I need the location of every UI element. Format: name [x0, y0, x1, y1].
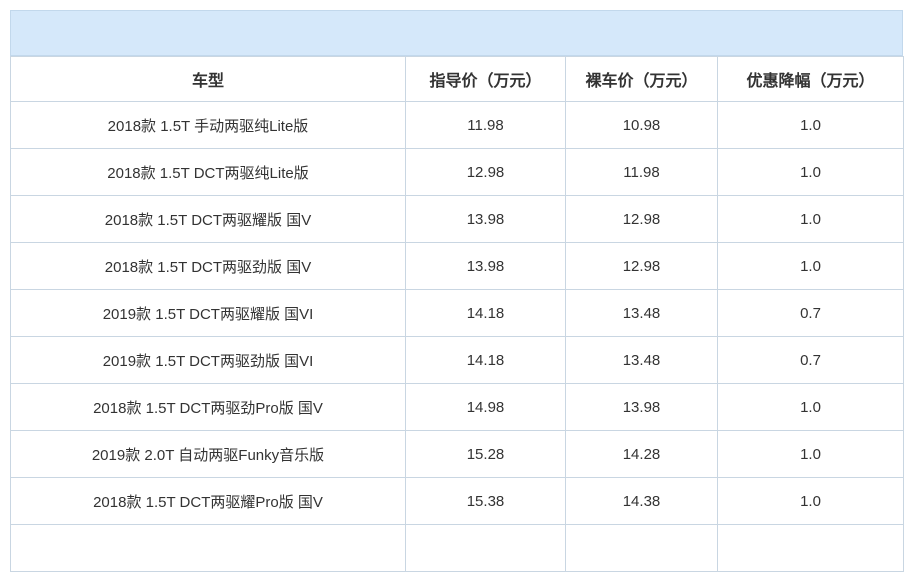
value-cell: 11.98 [405, 101, 566, 149]
model-cell: 2019款 1.5T DCT两驱耀版 国VI [10, 289, 406, 337]
model-cell: 2018款 1.5T DCT两驱耀版 国V [10, 195, 406, 243]
value-cell: 15.38 [405, 477, 566, 525]
column-header-2: 裸车价（万元） [565, 56, 718, 102]
table-row: 2018款 1.5T DCT两驱纯Lite版 12.98 11.98 1.0 [10, 148, 904, 196]
value-cell: 1.0 [717, 477, 904, 525]
partial-row-clipped [10, 524, 904, 572]
price-table: 车型 指导价（万元） 裸车价（万元） 优惠降幅（万元） 2018款 1.5T 手动两驱… [10, 56, 904, 572]
value-cell: 12.98 [565, 195, 718, 243]
value-cell: 1.0 [717, 101, 904, 149]
value-cell: 13.98 [565, 383, 718, 431]
value-cell: 14.98 [405, 383, 566, 431]
table-header-row: 车型 指导价（万元） 裸车价（万元） 优惠降幅（万元） [10, 56, 904, 102]
value-cell: 14.18 [405, 336, 566, 384]
column-header-0: 车型 [10, 56, 406, 102]
value-cell: 1.0 [717, 430, 904, 478]
column-header-1: 指导价（万元） [405, 56, 566, 102]
empty-cell [717, 524, 904, 572]
table-row: 2019款 1.5T DCT两驱劲版 国VI 14.18 13.48 0.7 [10, 336, 904, 384]
table-body: 2018款 1.5T 手动两驱纯Lite版 11.98 10.98 1.0 2018款 … [10, 101, 904, 572]
model-cell: 2018款 1.5T DCT两驱劲版 国V [10, 242, 406, 290]
value-cell: 0.7 [717, 336, 904, 384]
empty-cell [10, 524, 406, 572]
value-cell: 1.0 [717, 242, 904, 290]
value-cell: 1.0 [717, 195, 904, 243]
column-header-3: 优惠降幅（万元） [717, 56, 904, 102]
value-cell: 12.98 [565, 242, 718, 290]
value-cell: 15.28 [405, 430, 566, 478]
value-cell: 1.0 [717, 383, 904, 431]
model-cell: 2018款 1.5T DCT两驱劲Pro版 国V [10, 383, 406, 431]
table-row: 2018款 1.5T DCT两驱劲Pro版 国V 14.98 13.98 1.0 [10, 383, 904, 431]
value-cell: 0.7 [717, 289, 904, 337]
model-cell: 2018款 1.5T DCT两驱耀Pro版 国V [10, 477, 406, 525]
value-cell: 13.98 [405, 242, 566, 290]
model-cell: 2018款 1.5T 手动两驱纯Lite版 [10, 101, 406, 149]
value-cell: 13.48 [565, 336, 718, 384]
table-row: 2019款 2.0T 自动两驱Funky音乐版 15.28 14.28 1.0 [10, 430, 904, 478]
table-row: 2018款 1.5T DCT两驱耀Pro版 国V 15.38 14.38 1.0 [10, 477, 904, 525]
model-cell: 2019款 2.0T 自动两驱Funky音乐版 [10, 430, 406, 478]
model-cell: 2018款 1.5T DCT两驱纯Lite版 [10, 148, 406, 196]
value-cell: 13.98 [405, 195, 566, 243]
empty-cell [565, 524, 718, 572]
title-banner [10, 10, 903, 56]
empty-cell [405, 524, 566, 572]
value-cell: 11.98 [565, 148, 718, 196]
value-cell: 14.38 [565, 477, 718, 525]
value-cell: 13.48 [565, 289, 718, 337]
table-row: 2018款 1.5T 手动两驱纯Lite版 11.98 10.98 1.0 [10, 101, 904, 149]
table-row: 2019款 1.5T DCT两驱耀版 国VI 14.18 13.48 0.7 [10, 289, 904, 337]
value-cell: 14.18 [405, 289, 566, 337]
value-cell: 10.98 [565, 101, 718, 149]
value-cell: 1.0 [717, 148, 904, 196]
value-cell: 14.28 [565, 430, 718, 478]
value-cell: 12.98 [405, 148, 566, 196]
model-cell: 2019款 1.5T DCT两驱劲版 国VI [10, 336, 406, 384]
table-row: 2018款 1.5T DCT两驱耀版 国V 13.98 12.98 1.0 [10, 195, 904, 243]
table-row: 2018款 1.5T DCT两驱劲版 国V 13.98 12.98 1.0 [10, 242, 904, 290]
